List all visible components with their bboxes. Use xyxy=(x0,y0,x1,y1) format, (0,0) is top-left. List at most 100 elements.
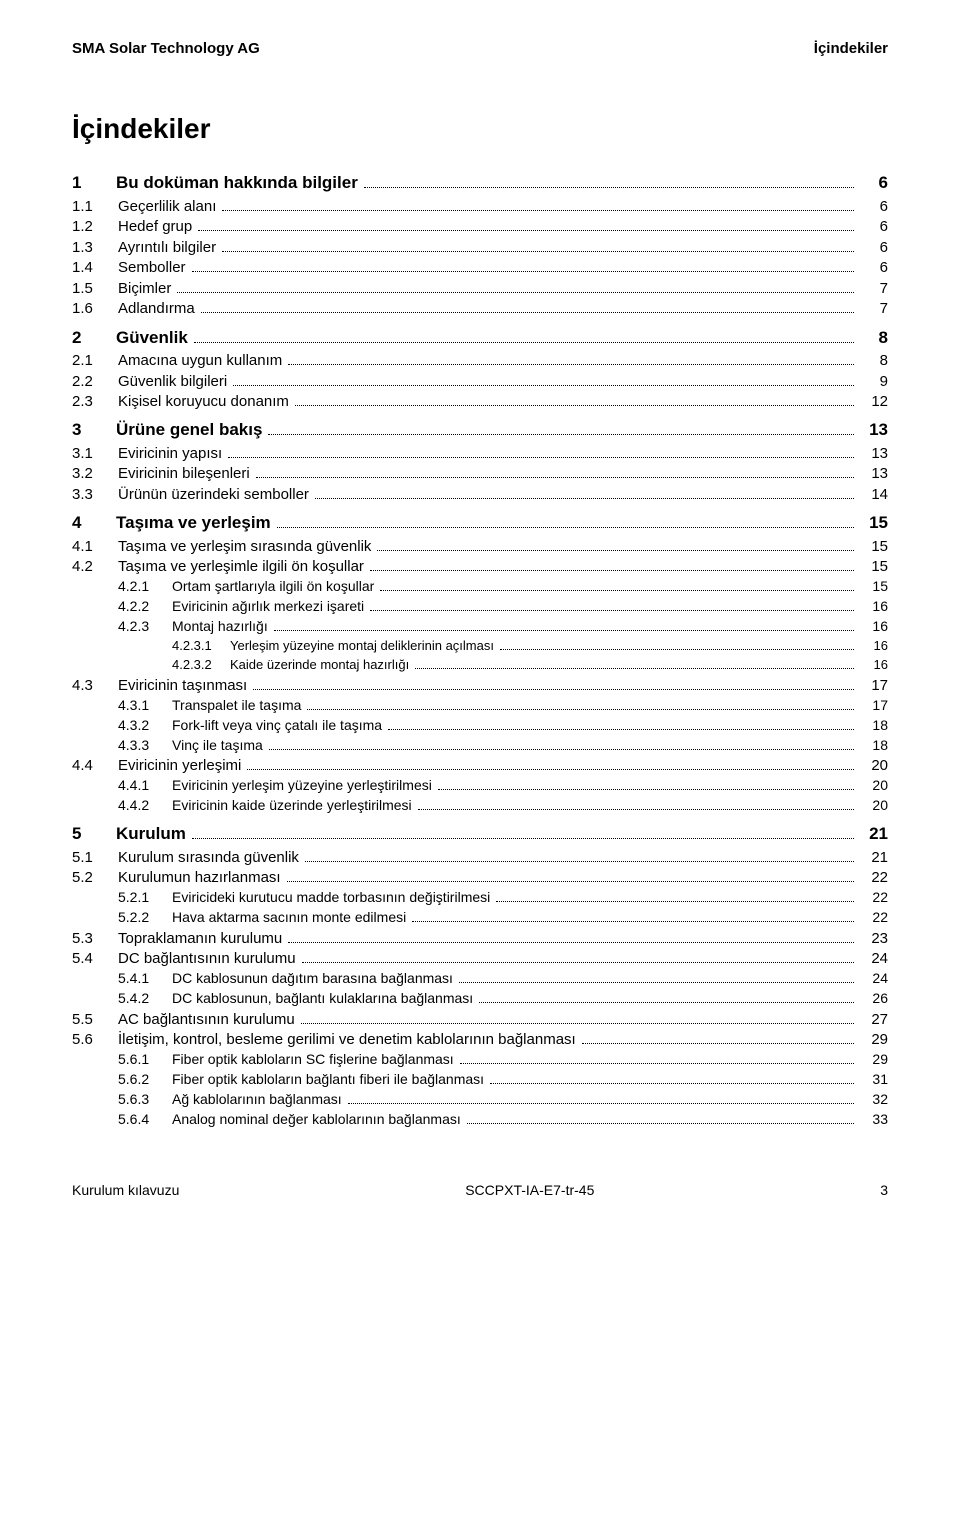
toc-entry[interactable]: 5Kurulum21 xyxy=(72,824,888,844)
toc-entry[interactable]: 2.2Güvenlik bilgileri9 xyxy=(72,372,888,390)
toc-entry[interactable]: 1.1Geçerlilik alanı6 xyxy=(72,197,888,215)
toc-entry[interactable]: 2Güvenlik8 xyxy=(72,327,888,347)
toc-entry[interactable]: 4Taşıma ve yerleşim15 xyxy=(72,513,888,533)
toc-entry[interactable]: 4.3.1Transpalet ile taşıma17 xyxy=(72,697,888,714)
toc-entry-number: 1.6 xyxy=(72,300,118,317)
toc-entry[interactable]: 5.2.2Hava aktarma sacının monte edilmesi… xyxy=(72,909,888,926)
toc-entry[interactable]: 3.1Eviricinin yapısı13 xyxy=(72,444,888,462)
toc-entry-page: 16 xyxy=(860,618,888,634)
toc-entry[interactable]: 5.6.3Ağ kablolarının bağlanması 32 xyxy=(72,1091,888,1108)
toc-entry[interactable]: 5.2Kurulumun hazırlanması22 xyxy=(72,869,888,887)
toc-leader-dots xyxy=(302,950,854,964)
toc-entry[interactable]: 5.6İletişim, kontrol, besleme gerilimi v… xyxy=(72,1031,888,1049)
toc-entry-label: Bu doküman hakkında bilgiler xyxy=(106,173,358,193)
toc-entry-page: 15 xyxy=(860,558,888,575)
toc-entry-number: 2 xyxy=(72,328,106,348)
toc-entry[interactable]: 4.2Taşıma ve yerleşimle ilgili ön koşull… xyxy=(72,558,888,576)
toc-entry-number: 4.2.3 xyxy=(72,618,172,634)
toc-entry-label: Montaj hazırlığı xyxy=(172,618,268,634)
toc-entry-page: 21 xyxy=(860,824,888,844)
toc-leader-dots xyxy=(192,824,854,839)
toc-entry-page: 9 xyxy=(860,373,888,390)
toc-entry[interactable]: 4.4Eviricinin yerleşimi20 xyxy=(72,757,888,775)
toc-entry[interactable]: 5.3Topraklamanın kurulumu23 xyxy=(72,929,888,947)
toc-entry-number: 4.4.2 xyxy=(72,797,172,813)
toc-entry-label: Kişisel koruyucu donanım xyxy=(118,393,289,410)
toc-entry-page: 15 xyxy=(860,578,888,594)
toc-entry[interactable]: 5.1Kurulum sırasında güvenlik21 xyxy=(72,848,888,866)
toc-entry-label: Güvenlik bilgileri xyxy=(118,373,227,390)
toc-entry[interactable]: 4.4.1Eviricinin yerleşim yüzeyine yerleş… xyxy=(72,777,888,794)
toc-entry-page: 22 xyxy=(860,909,888,925)
toc-entry[interactable]: 1.4Semboller6 xyxy=(72,259,888,277)
toc-entry[interactable]: 3Ürüne genel bakış13 xyxy=(72,420,888,440)
toc-entry[interactable]: 1.3Ayrıntılı bilgiler6 xyxy=(72,238,888,256)
toc-entry-page: 12 xyxy=(860,393,888,410)
toc-entry[interactable]: 4.2.2Eviricinin ağırlık merkezi işareti1… xyxy=(72,598,888,615)
toc-entry-label: Eviricinin bileşenleri xyxy=(118,465,250,482)
toc-entry[interactable]: 5.4.2DC kablosunun, bağlantı kulaklarına… xyxy=(72,990,888,1007)
toc-entry-label: DC kablosunun, bağlantı kulaklarına bağl… xyxy=(172,990,473,1006)
toc-entry-label: Taşıma ve yerleşim xyxy=(106,513,271,533)
toc-entry-page: 24 xyxy=(860,970,888,986)
toc-entry-number: 5.6.2 xyxy=(72,1071,172,1087)
toc-entry-page: 32 xyxy=(860,1091,888,1107)
toc-entry-label: Ağ kablolarının bağlanması xyxy=(172,1091,342,1107)
toc-entry-page: 18 xyxy=(860,737,888,753)
toc-entry[interactable]: 2.1Amacına uygun kullanım8 xyxy=(72,352,888,370)
toc-entry-number: 4.2 xyxy=(72,558,118,575)
toc-entry-page: 29 xyxy=(860,1031,888,1048)
toc-entry[interactable]: 4.3Eviricinin taşınması17 xyxy=(72,676,888,694)
toc-entry[interactable]: 4.1Taşıma ve yerleşim sırasında güvenlik… xyxy=(72,537,888,555)
toc-entry-number: 5.4.2 xyxy=(72,990,172,1006)
toc-entry[interactable]: 2.3Kişisel koruyucu donanım 12 xyxy=(72,393,888,411)
toc-entry[interactable]: 4.3.2Fork-lift veya vinç çatalı ile taşı… xyxy=(72,717,888,734)
toc-leader-dots xyxy=(412,910,854,923)
toc-entry[interactable]: 1.6Adlandırma7 xyxy=(72,300,888,318)
toc-entry-page: 22 xyxy=(860,869,888,886)
toc-leader-dots xyxy=(438,778,854,791)
toc-entry-label: Taşıma ve yerleşim sırasında güvenlik xyxy=(118,538,371,555)
toc-entry[interactable]: 1.2Hedef grup6 xyxy=(72,218,888,236)
toc-entry-page: 18 xyxy=(860,717,888,733)
toc-entry[interactable]: 4.3.3Vinç ile taşıma18 xyxy=(72,737,888,754)
toc-entry-number: 5.6.1 xyxy=(72,1051,172,1067)
toc-entry[interactable]: 5.6.1Fiber optik kabloların SC fişlerine… xyxy=(72,1051,888,1068)
toc-entry[interactable]: 5.6.4Analog nominal değer kablolarının b… xyxy=(72,1111,888,1128)
toc-entry-number: 5.6.3 xyxy=(72,1091,172,1107)
toc-leader-dots xyxy=(228,444,854,458)
toc-entry-label: Eviricinin yapısı xyxy=(118,445,222,462)
toc-entry[interactable]: 4.2.3.2Kaide üzerinde montaj hazırlığı16 xyxy=(72,657,888,673)
toc-entry-label: Hava aktarma sacının monte edilmesi xyxy=(172,909,406,925)
toc-entry-number: 1.5 xyxy=(72,280,118,297)
toc-leader-dots xyxy=(222,197,854,211)
toc-entry-number: 4.2.2 xyxy=(72,598,172,614)
page-header: SMA Solar Technology AG İçindekiler xyxy=(72,40,888,57)
toc-entry[interactable]: 4.2.1Ortam şartlarıyla ilgili ön koşulla… xyxy=(72,578,888,595)
toc-entry-page: 27 xyxy=(860,1011,888,1028)
toc-entry[interactable]: 5.4.1DC kablosunun dağıtım barasına bağl… xyxy=(72,970,888,987)
header-left: SMA Solar Technology AG xyxy=(72,40,260,57)
toc-entry-page: 8 xyxy=(860,352,888,369)
toc-entry[interactable]: 5.5AC bağlantısının kurulumu27 xyxy=(72,1010,888,1028)
toc-entry-number: 5 xyxy=(72,824,106,844)
toc-entry[interactable]: 1.5Biçimler7 xyxy=(72,279,888,297)
footer-right: 3 xyxy=(880,1182,888,1198)
toc-leader-dots xyxy=(307,697,854,710)
toc-entry[interactable]: 1Bu doküman hakkında bilgiler6 xyxy=(72,173,888,193)
toc-entry[interactable]: 4.2.3.1Yerleşim yüzeyine montaj delikler… xyxy=(72,638,888,654)
toc-entry[interactable]: 5.4DC bağlantısının kurulumu24 xyxy=(72,950,888,968)
toc-entry[interactable]: 3.3Ürünün üzerindeki semboller14 xyxy=(72,485,888,503)
toc-entry[interactable]: 5.6.2Fiber optik kabloların bağlantı fib… xyxy=(72,1071,888,1088)
toc-leader-dots xyxy=(370,599,854,612)
toc-entry[interactable]: 5.2.1Eviricideki kurutucu madde torbasın… xyxy=(72,889,888,906)
toc-entry[interactable]: 4.4.2Eviricinin kaide üzerinde yerleştir… xyxy=(72,797,888,814)
toc-entry-number: 1.2 xyxy=(72,218,118,235)
toc-entry[interactable]: 4.2.3Montaj hazırlığı 16 xyxy=(72,618,888,635)
toc-entry-number: 2.3 xyxy=(72,393,118,410)
toc-entry-label: Güvenlik xyxy=(106,328,188,348)
toc-leader-dots xyxy=(192,259,854,273)
toc-entry-number: 1 xyxy=(72,173,106,193)
toc-entry[interactable]: 3.2Eviricinin bileşenleri13 xyxy=(72,465,888,483)
toc-entry-number: 5.6 xyxy=(72,1031,118,1048)
